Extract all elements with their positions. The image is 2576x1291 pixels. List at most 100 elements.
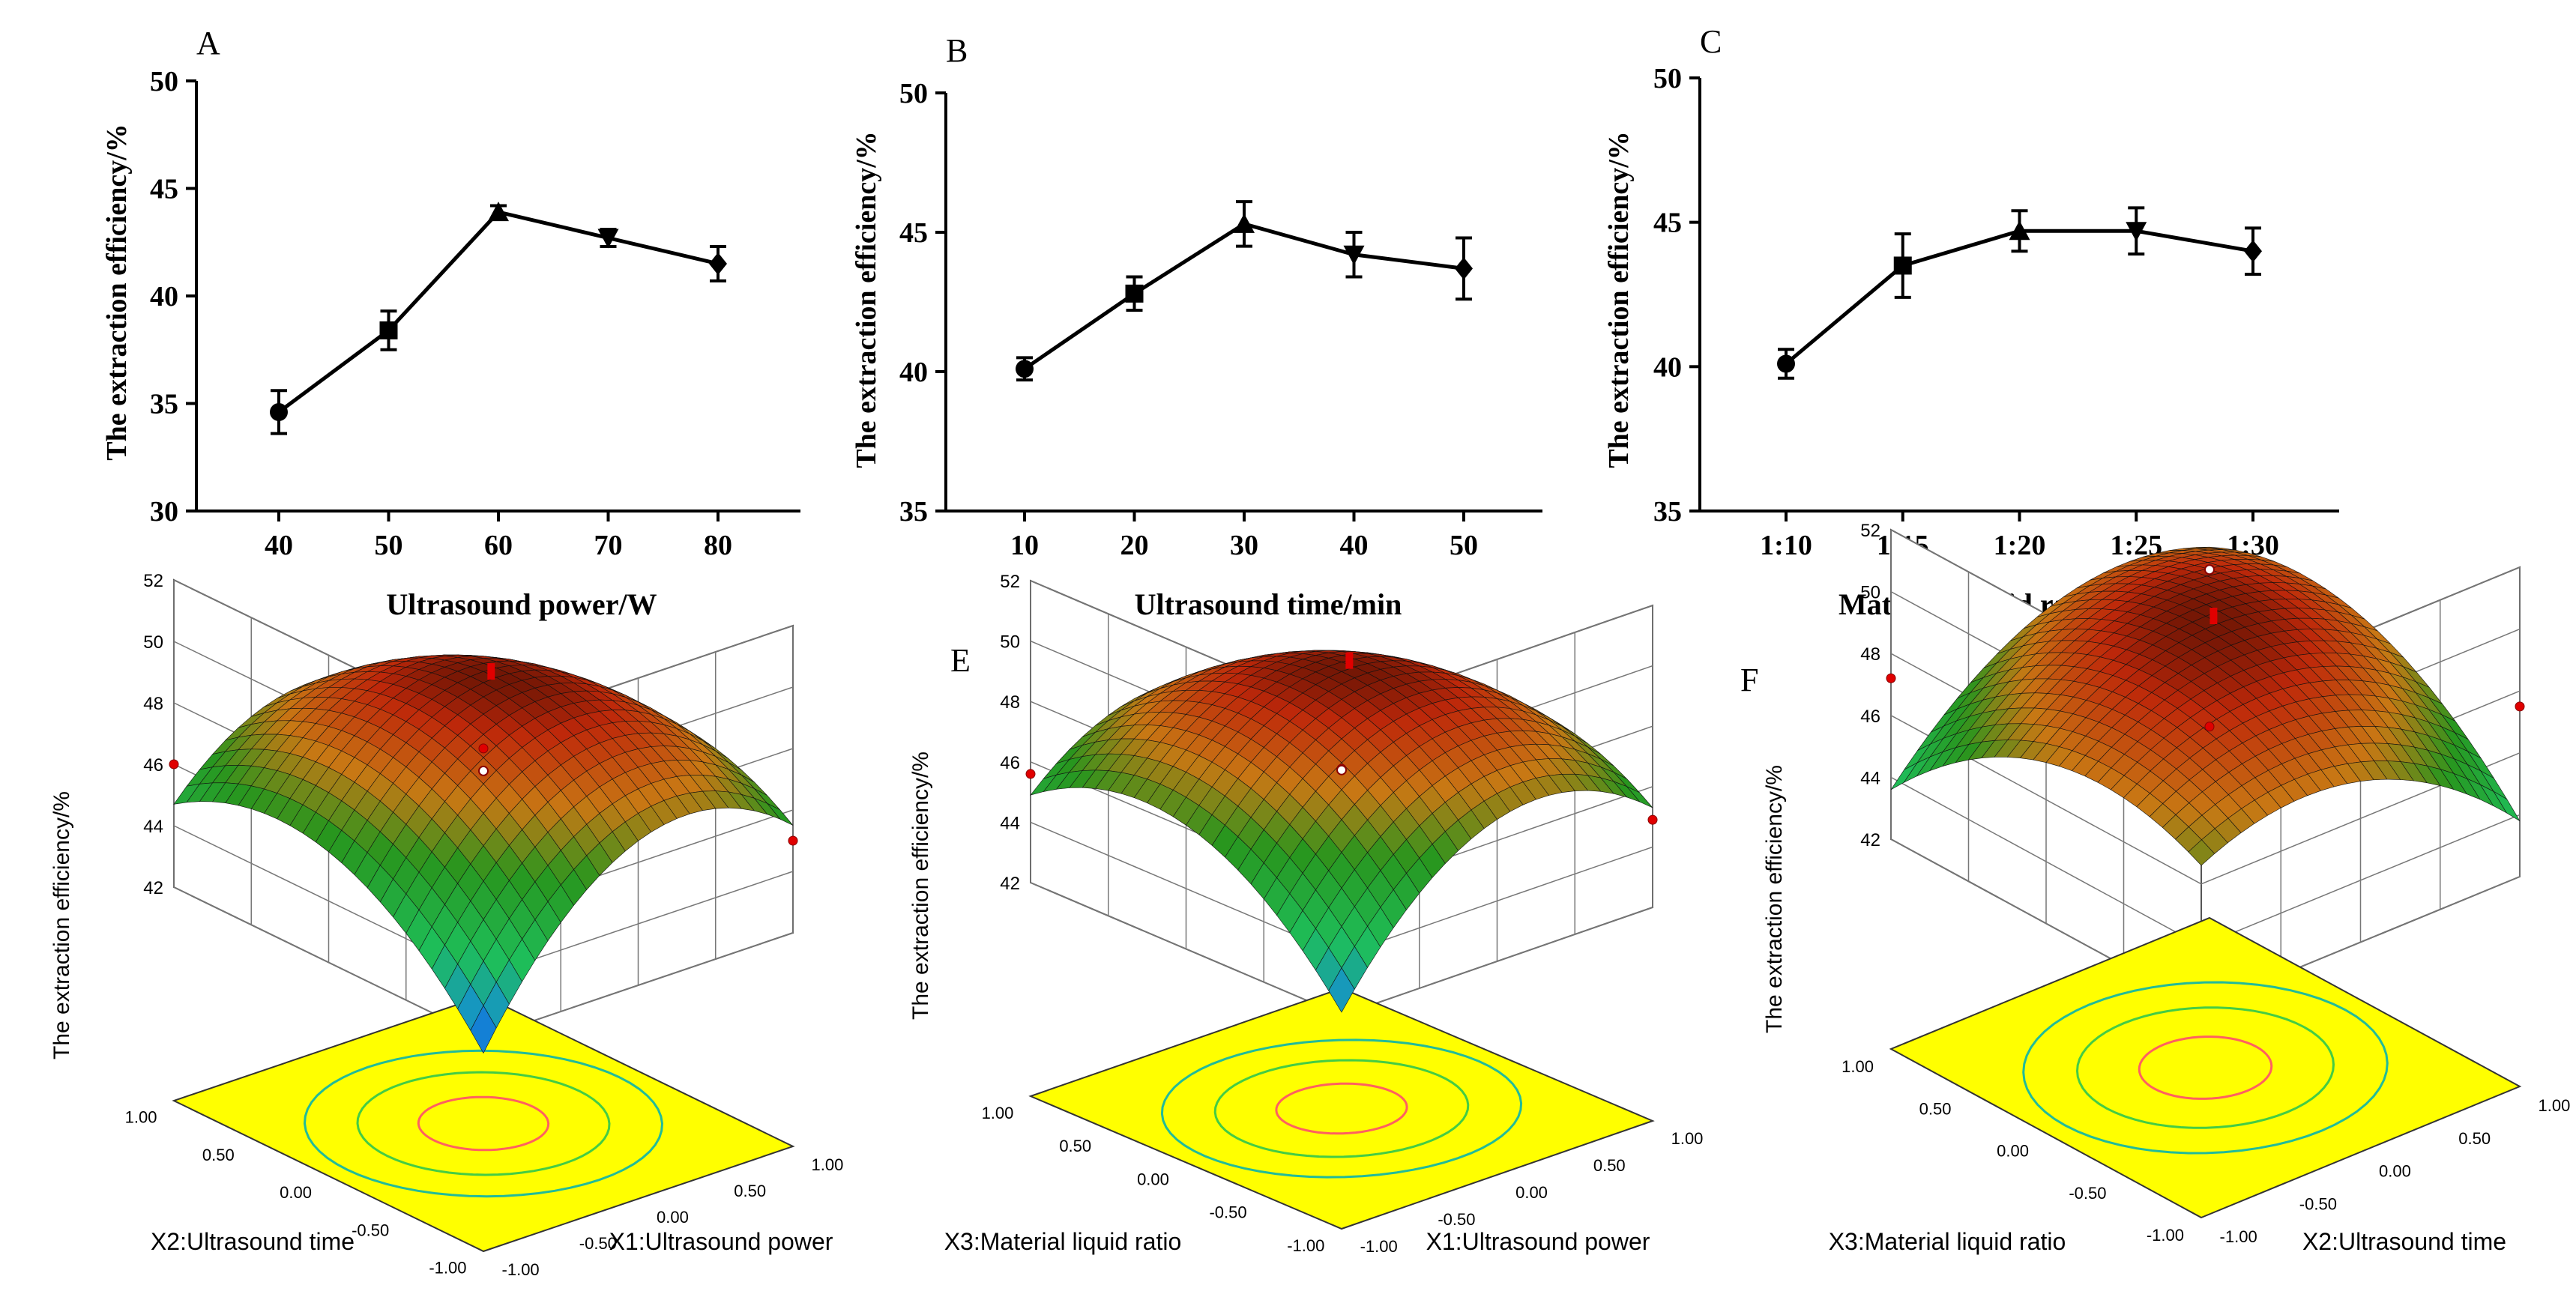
panel-e-z-tick-label: 52	[1000, 572, 1020, 592]
panel-e-y-tick-label: 1.00	[982, 1104, 1014, 1122]
panel-c-point	[1777, 354, 1795, 373]
panel-d-design-point-open	[478, 765, 489, 776]
panel-d-surface-cell	[470, 1005, 497, 1054]
panel-a-x-tick-label: 80	[704, 530, 732, 561]
panel-b-point	[1343, 245, 1365, 265]
panel-b-x-tick-label: 10	[1010, 530, 1039, 561]
panel-a-point	[709, 252, 727, 275]
panel-c-letter: C	[1700, 23, 1722, 60]
panel-f-z-tick-label: 50	[1860, 583, 1880, 603]
panel-a-y-tick-label: 35	[150, 389, 178, 420]
panel-e-right-axis-label: X1:Ultrasound power	[1426, 1228, 1650, 1255]
panel-c-y-tick-label: 40	[1653, 351, 1682, 383]
panel-e-contour-line	[1213, 1059, 1470, 1158]
panel-f-z-tick-label: 42	[1860, 830, 1880, 850]
panel-c-y-tick-label: 45	[1653, 208, 1682, 239]
panel-c-y-tick-label: 35	[1653, 496, 1682, 527]
panel-e-letter: E	[950, 642, 971, 679]
panel-f-y-tick-label: 1.00	[1841, 1057, 1874, 1076]
panel-f-z-tick-label: 48	[1860, 644, 1880, 665]
panel-d-z-tick-label: 48	[143, 694, 163, 714]
panel-b-y-tick-label: 35	[899, 496, 928, 527]
panel-e-y-tick-label: 0.50	[1059, 1137, 1091, 1155]
panel-a: A The extraction efficiency/% Ultrasound…	[101, 25, 800, 621]
panel-f-z-tick-label: 52	[1860, 521, 1880, 541]
panel-d-z-tick-label: 50	[143, 632, 163, 653]
panel-e-z-tick-label: 48	[1000, 692, 1020, 713]
panel-a-point	[597, 229, 619, 249]
panel-f-left-axis-label: X3:Material liquid ratio	[1829, 1228, 2066, 1255]
panel-d-center-points	[487, 663, 495, 680]
panel-d-y-tick-label: -0.50	[352, 1221, 389, 1239]
panel-c-point	[1893, 256, 1912, 275]
panel-b: B The extraction efficiency/% Ultrasound…	[851, 32, 1542, 621]
panel-d-z-tick-label: 46	[143, 755, 163, 775]
panel-f: F The extraction efficiency/% X3:Materia…	[1740, 521, 2570, 1255]
panel-e-left-axis-label: X3:Material liquid ratio	[944, 1228, 1182, 1255]
panel-a-x-tick-label: 50	[375, 530, 403, 561]
panel-f-x-tick-label: -0.50	[2299, 1194, 2337, 1213]
panel-d-x-tick-label: 0.50	[734, 1182, 766, 1200]
panel-a-letter: A	[196, 25, 220, 61]
panel-f-design-point	[2204, 722, 2215, 732]
panel-f-wall-gridline	[1890, 715, 2521, 885]
panel-f-x-tick-label: 0.50	[2458, 1129, 2491, 1148]
panel-c-point	[2009, 220, 2030, 241]
panel-b-x-tick-label: 40	[1340, 530, 1369, 561]
panel-f-center-points	[2209, 608, 2218, 625]
panel-c-y-tick-label: 50	[1653, 63, 1682, 94]
panel-b-ylabel: The extraction efficiency/%	[851, 131, 882, 468]
panel-c-x-tick-label: 1:20	[1994, 530, 2046, 561]
panel-d-contour-line	[417, 1095, 550, 1152]
panel-f-x-tick-label: -1.00	[2220, 1227, 2257, 1246]
panel-f-surface	[1890, 546, 2521, 866]
panel-d-design-point	[169, 759, 179, 770]
panel-b-x-tick-label: 50	[1450, 530, 1478, 561]
panel-d-z-tick-label: 42	[143, 878, 163, 898]
panel-c-x-tick-label: 1:10	[1760, 530, 1812, 561]
panel-a-point	[379, 321, 398, 339]
panel-d-x-tick-label: -0.50	[579, 1234, 617, 1253]
panel-d-design-point	[788, 835, 798, 846]
panel-f-contour-line	[2075, 1006, 2335, 1129]
panel-d-z-tick-label: 52	[143, 571, 163, 591]
panel-d-y-tick-label: 0.50	[202, 1146, 235, 1164]
panel-e-design-point	[1025, 769, 1036, 779]
panel-e-center-points	[1345, 652, 1354, 669]
panel-e-surface	[1030, 650, 1653, 1013]
panel-d-x-tick-label: -1.00	[502, 1260, 540, 1279]
panel-b-point	[1016, 360, 1034, 378]
panel-b-x-tick-label: 20	[1120, 530, 1149, 561]
panel-e-contour-line	[1160, 1038, 1523, 1179]
panel-f-y-tick-label: -1.00	[2147, 1226, 2184, 1245]
panel-a-x-tick-label: 60	[484, 530, 513, 561]
panel-c-point	[2244, 240, 2262, 263]
panel-f-y-tick-label: -0.50	[2069, 1184, 2106, 1203]
panel-e-z-tick-label: 44	[1000, 813, 1020, 833]
panel-d-left-axis-label: X2:Ultrasound time	[151, 1228, 355, 1255]
panel-e-design-point	[1647, 814, 1658, 825]
panel-e-x-tick-label: 0.00	[1515, 1183, 1548, 1202]
panel-a-x-tick-label: 70	[594, 530, 623, 561]
panel-b-y-tick-label: 45	[899, 217, 928, 249]
panel-e-x-tick-label: 0.50	[1593, 1156, 1626, 1175]
panel-f-y-tick-label: 0.00	[1997, 1142, 2029, 1161]
panel-d-x-tick-label: 0.00	[657, 1208, 689, 1227]
panel-c: C The extraction efficiency/% Material l…	[1603, 23, 2339, 621]
panel-f-surface-cell	[2188, 839, 2215, 866]
panel-f-x-tick-label: 1.00	[2539, 1096, 2571, 1115]
panel-d-y-tick-label: -1.00	[429, 1259, 466, 1278]
panel-e-y-tick-label: -1.00	[1287, 1236, 1324, 1255]
panel-e-x-tick-label: -0.50	[1438, 1210, 1475, 1229]
panel-e-y-tick-label: 0.00	[1137, 1170, 1169, 1188]
panel-d-design-point	[478, 743, 489, 754]
panel-a-series-line	[277, 210, 719, 414]
panel-f-y-tick-label: 0.50	[1919, 1099, 1952, 1118]
panel-e-zlabel: The extraction efficiency/%	[908, 752, 933, 1020]
panel-a-y-tick-label: 45	[150, 174, 178, 205]
panel-d-contour-line	[356, 1071, 611, 1176]
panel-b-y-tick-label: 40	[899, 357, 928, 388]
panel-f-contour-line	[2022, 981, 2389, 1155]
panel-d-x-tick-label: 1.00	[812, 1155, 844, 1174]
panel-d-y-tick-label: 0.00	[280, 1183, 312, 1202]
